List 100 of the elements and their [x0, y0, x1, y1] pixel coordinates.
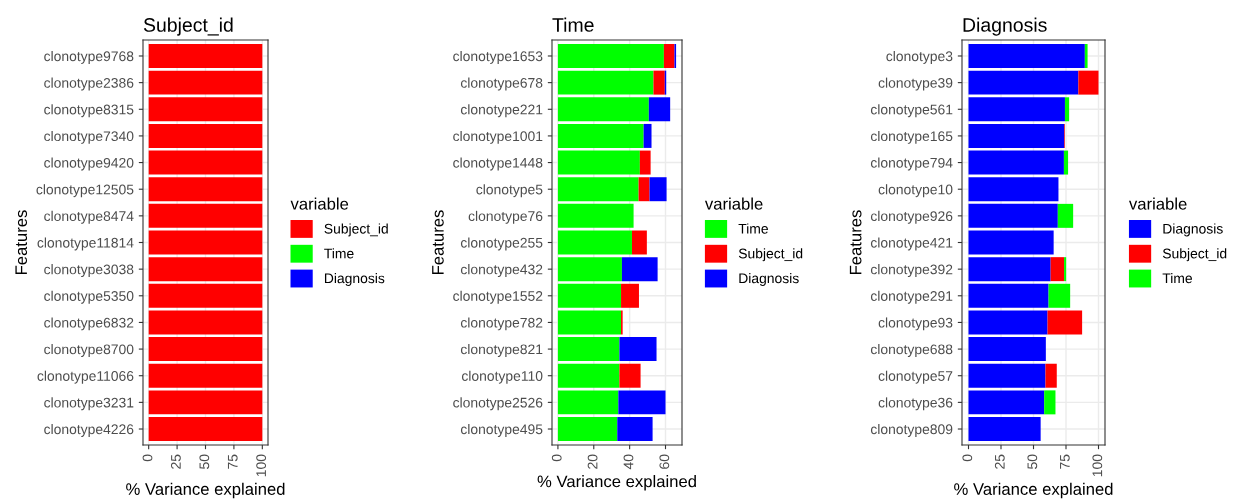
bar: [557, 363, 620, 388]
bar: [639, 150, 651, 175]
y-tick-label: clonotype421: [870, 237, 953, 251]
bar: [557, 283, 622, 308]
x-tick-label: 75: [227, 454, 238, 469]
y-tick-label: clonotype1552: [453, 290, 543, 304]
bar: [643, 123, 652, 148]
y-tick-label: clonotype2386: [44, 77, 134, 91]
y-tick-label: clonotype1653: [453, 50, 543, 64]
bar: [1057, 203, 1074, 228]
x-tick-label: 60: [659, 454, 670, 469]
legend-label: Diagnosis: [324, 273, 385, 286]
y-tick-label: clonotype57: [878, 370, 953, 384]
y-tick-label: clonotype36: [878, 397, 953, 411]
y-tick-label: clonotype809: [870, 423, 953, 437]
bar: [1084, 44, 1088, 68]
bar: [1078, 70, 1099, 95]
x-axis-title: % Variance explained: [537, 475, 696, 491]
bar: [968, 97, 1065, 122]
y-tick-label: clonotype3231: [44, 397, 134, 411]
bar: [649, 177, 667, 202]
x-tick-label: 0: [142, 454, 153, 462]
bar: [968, 283, 1049, 308]
bar: [648, 97, 671, 122]
bar: [1044, 390, 1056, 415]
x-tick-label: 100: [256, 454, 267, 477]
y-tick-label: clonotype76: [468, 210, 543, 224]
legend-title: variable: [704, 197, 763, 210]
y-tick-label: clonotype291: [870, 290, 953, 304]
y-tick-label: clonotype7340: [44, 130, 134, 144]
y-tick-label: clonotype9768: [44, 50, 134, 64]
x-tick-label: 40: [623, 454, 634, 470]
y-tick-label: clonotype6832: [44, 317, 134, 331]
legend-label: Subject_id: [738, 248, 803, 262]
y-tick-label: clonotype688: [870, 344, 953, 357]
legend-label: Diagnosis: [739, 273, 799, 286]
bar: [557, 417, 618, 441]
bar: [621, 283, 639, 308]
chart-title: Diagnosis: [963, 17, 1047, 36]
bar: [557, 337, 620, 362]
bar: [618, 390, 666, 415]
y-tick-label: clonotype9420: [44, 157, 134, 171]
y-tick-label: clonotype8474: [44, 210, 134, 224]
y-axis-title: Features: [849, 210, 862, 275]
x-tick-label: 0: [962, 454, 973, 462]
bar: [1063, 150, 1069, 175]
y-tick-label: clonotype392: [870, 264, 953, 278]
y-tick-label: clonotype8315: [44, 104, 134, 118]
bar: [1047, 310, 1083, 335]
y-tick-label: clonotype221: [460, 104, 543, 118]
y-tick-label: clonotype3038: [44, 264, 134, 278]
bar: [557, 257, 622, 282]
legend-label: Time: [738, 223, 768, 234]
bar: [631, 230, 647, 255]
y-tick-label: clonotype10: [878, 184, 953, 198]
y-tick-label: clonotype821: [460, 344, 543, 357]
x-tick-label: 75: [1060, 454, 1070, 469]
bar: [617, 417, 653, 441]
chart-title: Time: [552, 17, 594, 32]
x-tick-label: 25: [170, 454, 181, 469]
y-tick-label: clonotype678: [460, 77, 543, 91]
y-tick-label: clonotype1001: [453, 130, 543, 144]
bar: [1048, 283, 1071, 308]
legend-label: Time: [1162, 273, 1192, 284]
bar: [557, 123, 644, 148]
x-tick-label: 0: [551, 454, 562, 462]
y-tick-label: clonotype93: [878, 317, 953, 331]
y-tick-label: clonotype495: [460, 423, 543, 437]
x-tick-label: 20: [587, 454, 598, 469]
bar: [968, 257, 1051, 282]
y-tick-label: clonotype5: [476, 184, 543, 198]
bar: [557, 390, 619, 415]
y-tick-label: clonotype4226: [44, 423, 134, 437]
legend-label: Diagnosis: [1163, 223, 1223, 237]
bar: [968, 310, 1048, 335]
bar: [968, 70, 1079, 95]
y-axis-title: Features: [432, 210, 444, 275]
bar: [968, 44, 1085, 68]
chart-title: Subject_id: [143, 17, 233, 36]
x-tick-label: 25: [994, 454, 1005, 469]
y-tick-label: clonotype926: [870, 210, 953, 224]
bar: [619, 337, 657, 362]
bar: [557, 44, 664, 68]
bar: [968, 123, 1065, 148]
y-tick-label: clonotype39: [878, 77, 953, 91]
legend-label: Subject_id: [1162, 248, 1227, 262]
bar: [968, 230, 1054, 255]
legend-title: variable: [290, 197, 349, 210]
legend-label: Time: [324, 248, 354, 259]
y-tick-label: clonotype12505: [36, 184, 134, 198]
y-tick-label: clonotype3: [886, 50, 953, 64]
bar: [968, 417, 1041, 441]
y-tick-label: clonotype11814: [37, 237, 134, 251]
x-tick-label: 100: [1092, 454, 1103, 477]
bar: [557, 230, 632, 255]
y-tick-label: clonotype165: [870, 130, 953, 144]
x-tick-label: 50: [199, 454, 210, 469]
legend-label: Subject_id: [324, 223, 388, 237]
y-tick-label: clonotype255: [460, 237, 543, 251]
y-tick-label: clonotype782: [460, 317, 543, 331]
